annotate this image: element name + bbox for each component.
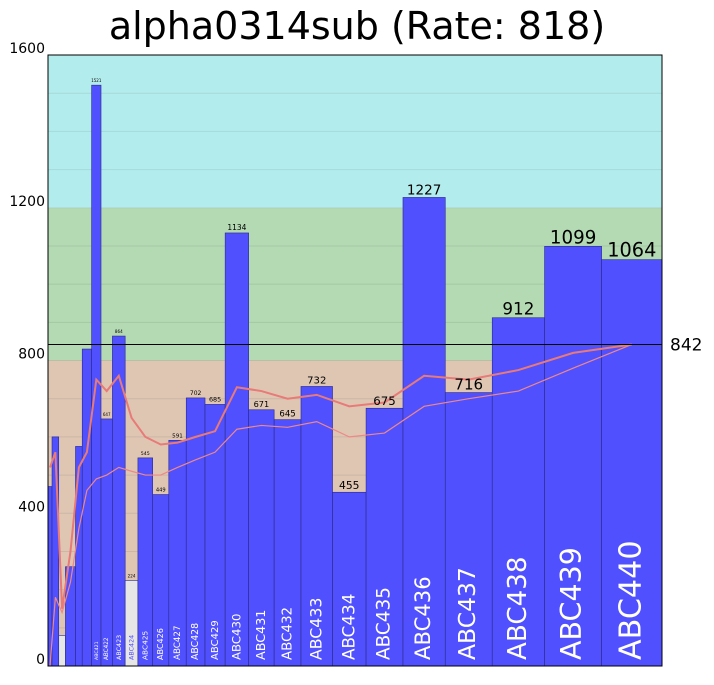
bar <box>491 317 545 667</box>
bar-name-label: ABC436 <box>410 576 435 660</box>
bar-value-label: 685 <box>209 395 221 403</box>
bar-name-label: ABC429 <box>210 620 221 660</box>
bar <box>47 486 53 667</box>
bar-value-label: 449 <box>156 488 166 494</box>
bar <box>444 392 493 667</box>
y-tick-label: 1200 <box>9 194 45 210</box>
average-line <box>49 343 633 667</box>
rating-band <box>48 55 662 208</box>
bar-value-label: 224 <box>128 573 136 578</box>
bar <box>100 418 113 667</box>
bar-value-label: 455 <box>339 479 359 492</box>
bar-name-label: ABC422 <box>104 637 110 660</box>
bar-value-label: 732 <box>307 375 326 386</box>
bar-name-label: ABC427 <box>173 625 183 660</box>
bar-value-label: 716 <box>454 376 483 394</box>
bar <box>273 419 302 667</box>
bar-name-label: ABC433 <box>306 598 325 660</box>
chart-title: alpha0314sub (Rate: 818) <box>108 4 606 48</box>
y-tick-label: 800 <box>18 347 45 363</box>
bar-name-label: ABC434 <box>338 594 358 660</box>
bar-name-label: ABC428 <box>190 623 201 660</box>
bar-name-label: ABC430 <box>229 614 243 660</box>
bar-value-label: 1064 <box>607 239 656 262</box>
bar <box>75 446 83 667</box>
bar-value-label: 1227 <box>407 182 441 198</box>
plot-frame <box>47 54 663 667</box>
bar <box>224 232 249 667</box>
bar <box>112 335 126 667</box>
bar-name-label: ABC423 <box>115 635 123 660</box>
bar-value-label: 864 <box>115 329 123 334</box>
bar-name-label: ABC425 <box>140 630 149 660</box>
bar-name-label: ABC439 <box>555 547 588 660</box>
bar-name-label: ABC431 <box>254 610 269 660</box>
y-tick-label: 0 <box>36 652 45 668</box>
bar-value-label: 671 <box>254 399 270 409</box>
bar-value-label: 591 <box>172 433 183 439</box>
y-tick-label: 1600 <box>9 41 45 57</box>
bar-name-label: ABC437 <box>453 567 481 660</box>
bar <box>248 409 275 667</box>
bar-value-label: 645 <box>279 410 295 420</box>
bar-name-label: ABC438 <box>503 556 533 660</box>
bar-name-label: ABC432 <box>281 607 296 660</box>
bar-value-label: 1521 <box>91 78 102 83</box>
bar <box>58 635 66 667</box>
bar <box>365 407 404 667</box>
bar <box>402 197 446 667</box>
bar-name-label: ABC440 <box>613 540 648 660</box>
bar-name-label: ABC421 <box>94 641 100 660</box>
bar <box>601 259 663 667</box>
y-tick-label: 400 <box>18 499 45 515</box>
bar-name-label: ABC426 <box>156 628 165 660</box>
bar-name-label: ABC424 <box>128 635 136 660</box>
bar-value-label: 545 <box>141 451 150 457</box>
bar <box>332 491 367 667</box>
bar <box>91 84 102 667</box>
bar-value-label: 912 <box>502 299 534 319</box>
bar <box>300 386 333 667</box>
bar-value-label: 1134 <box>227 223 246 232</box>
bar <box>544 246 602 667</box>
bar-value-label: 1099 <box>550 227 596 248</box>
current-rate-label: 842 <box>670 335 702 355</box>
bar-name-label: ABC435 <box>374 587 395 660</box>
rating-line <box>49 343 632 609</box>
bar-value-label: 675 <box>373 394 396 408</box>
bar-value-label: 702 <box>190 390 202 397</box>
bar-value-label: 647 <box>103 412 111 417</box>
